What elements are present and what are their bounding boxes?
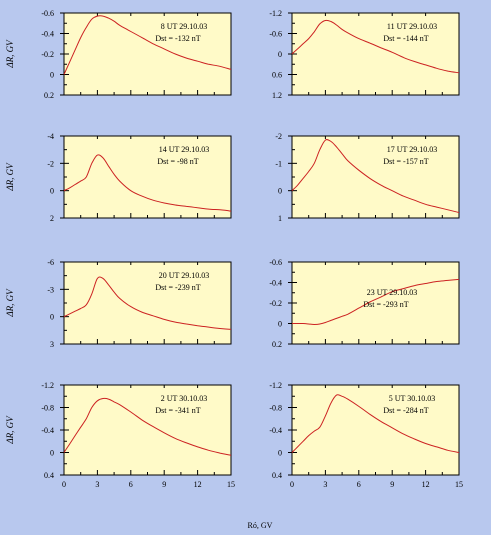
panel-time-label: 5 UT 30.10.03 bbox=[389, 394, 436, 403]
panel-time-label: 14 UT 29.10.03 bbox=[159, 145, 210, 154]
x-tick-label: 0 bbox=[62, 480, 66, 489]
series-line bbox=[63, 154, 232, 212]
y-tick-label: 0 bbox=[278, 320, 282, 329]
x-tick-label: 3 bbox=[323, 480, 327, 489]
panel-7: -1.2 -0.8 -0.4 0 0.4 0 3 6 9 12 15 2 UT 30.10.03 Dst… bbox=[5, 381, 235, 489]
panel-time-label: 17 UT 29.10.03 bbox=[387, 145, 438, 154]
panel-time-label: 20 UT 29.10.03 bbox=[159, 271, 210, 280]
y-tick-label: 2 bbox=[50, 214, 54, 223]
y-tick-label: -4 bbox=[47, 132, 54, 141]
y-tick-label: -0.6 bbox=[41, 9, 54, 18]
panel-dst-label: Dst = -284 nT bbox=[383, 406, 428, 415]
x-tick-label: 15 bbox=[455, 480, 463, 489]
y-tick-label: 0.2 bbox=[44, 91, 54, 100]
panel-dst-label: Dst = -293 nT bbox=[363, 300, 408, 309]
y-tick-label: -0.2 bbox=[41, 50, 54, 59]
y-tick-label: -0.6 bbox=[269, 258, 282, 267]
panel-time-label: 11 UT 29.10.03 bbox=[387, 22, 437, 31]
panel-time-label: 23 UT 29.10.03 bbox=[367, 288, 418, 297]
y-tick-label: -1.2 bbox=[269, 381, 282, 390]
panel-6: -0.6 -0.4 -0.2 0 0.2 23 UT 29.10.03 Dst = -293… bbox=[269, 258, 460, 349]
series-line bbox=[63, 15, 232, 75]
y-tick-label: 0 bbox=[278, 50, 282, 59]
y-tick-label: 0.4 bbox=[44, 471, 54, 480]
x-axis-label: Ró, GV bbox=[248, 521, 273, 530]
panel-dst-label: Dst = -144 nT bbox=[383, 34, 428, 43]
y-tick-label: 0.6 bbox=[272, 71, 282, 80]
panel-frame bbox=[63, 12, 232, 96]
y-tick-label: -0.4 bbox=[41, 426, 54, 435]
panel-5: -6 -3 0 3 20 UT 29.10.03 Dst = -239 nT ΔR, GV bbox=[5, 258, 232, 349]
x-tick-label: 0 bbox=[290, 480, 294, 489]
y-tick-label: 0.2 bbox=[272, 340, 282, 349]
y-tick-label: -0.8 bbox=[41, 404, 54, 413]
y-tick-label: -0.4 bbox=[41, 30, 54, 39]
series-line bbox=[291, 394, 460, 453]
y-tick-label: -0.2 bbox=[269, 299, 282, 308]
x-tick-label: 6 bbox=[129, 480, 133, 489]
y-tick-label: -1.2 bbox=[269, 9, 282, 18]
panel-2: -1.2 -0.6 0 0.6 1.2 11 UT 29.10.03 Dst = -144 … bbox=[269, 9, 460, 100]
panel-1: -0.6 -0.4 -0.2 0 0.2 8 UT 29.10.03 Dst = -132 … bbox=[5, 9, 232, 100]
y-axis-label: ΔR, GV bbox=[5, 288, 15, 318]
y-axis-label: ΔR, GV bbox=[5, 415, 15, 445]
series-line bbox=[63, 276, 232, 330]
y-tick-label: 3 bbox=[50, 340, 54, 349]
panel-time-label: 2 UT 30.10.03 bbox=[161, 394, 208, 403]
y-axis-label: ΔR, GV bbox=[5, 162, 15, 192]
y-tick-label: -0.4 bbox=[269, 279, 282, 288]
y-tick-label: 0 bbox=[50, 449, 54, 458]
y-tick-label: -0.6 bbox=[269, 30, 282, 39]
y-tick-label: -0.8 bbox=[269, 404, 282, 413]
y-axis-label: ΔR, GV bbox=[5, 39, 15, 69]
y-tick-label: -0.4 bbox=[269, 426, 282, 435]
y-tick-label: 0 bbox=[278, 187, 282, 196]
panel-3: -4 -2 0 2 14 UT 29.10.03 Dst = -98 nT ΔR, GV bbox=[5, 132, 232, 223]
y-tick-label: 0 bbox=[50, 71, 54, 80]
y-tick-label: 1 bbox=[278, 214, 282, 223]
x-tick-label: 15 bbox=[227, 480, 235, 489]
panel-dst-label: Dst = -341 nT bbox=[155, 406, 200, 415]
y-tick-label: 0 bbox=[50, 187, 54, 196]
series-line bbox=[292, 278, 460, 326]
series-line bbox=[63, 397, 232, 456]
panel-dst-label: Dst = -98 nT bbox=[157, 157, 198, 166]
y-tick-label: 0 bbox=[50, 313, 54, 322]
x-tick-label: 12 bbox=[422, 480, 430, 489]
x-tick-label: 3 bbox=[95, 480, 99, 489]
x-tick-label: 6 bbox=[357, 480, 361, 489]
series-line bbox=[291, 19, 460, 74]
series-line bbox=[291, 139, 460, 213]
y-tick-label: 0.4 bbox=[272, 471, 282, 480]
y-tick-label: 0 bbox=[278, 449, 282, 458]
x-tick-label: 9 bbox=[162, 480, 166, 489]
panel-8: -1.2 -0.8 -0.4 0 0.4 0 3 6 9 12 15 5 UT 30.10.03 Dst… bbox=[269, 381, 463, 489]
panel-time-label: 8 UT 29.10.03 bbox=[161, 22, 208, 31]
y-tick-label: -1.2 bbox=[41, 381, 54, 390]
panel-frame bbox=[291, 261, 460, 345]
panel-frame bbox=[291, 12, 460, 96]
y-tick-label: -3 bbox=[47, 285, 54, 294]
y-tick-label: -2 bbox=[47, 159, 54, 168]
panel-4: -2 -1 0 1 17 UT 29.10.03 Dst = -157 nT bbox=[275, 132, 460, 223]
panel-frame bbox=[291, 384, 460, 476]
y-tick-label: 1.2 bbox=[272, 91, 282, 100]
x-tick-label: 9 bbox=[390, 480, 394, 489]
y-tick-label: -1 bbox=[275, 159, 282, 168]
panel-dst-label: Dst = -157 nT bbox=[383, 157, 428, 166]
panel-dst-label: Dst = -132 nT bbox=[155, 34, 200, 43]
y-tick-label: -2 bbox=[275, 132, 282, 141]
panel-dst-label: Dst = -239 nT bbox=[155, 283, 200, 292]
y-tick-label: -6 bbox=[47, 258, 54, 267]
x-tick-label: 12 bbox=[194, 480, 202, 489]
